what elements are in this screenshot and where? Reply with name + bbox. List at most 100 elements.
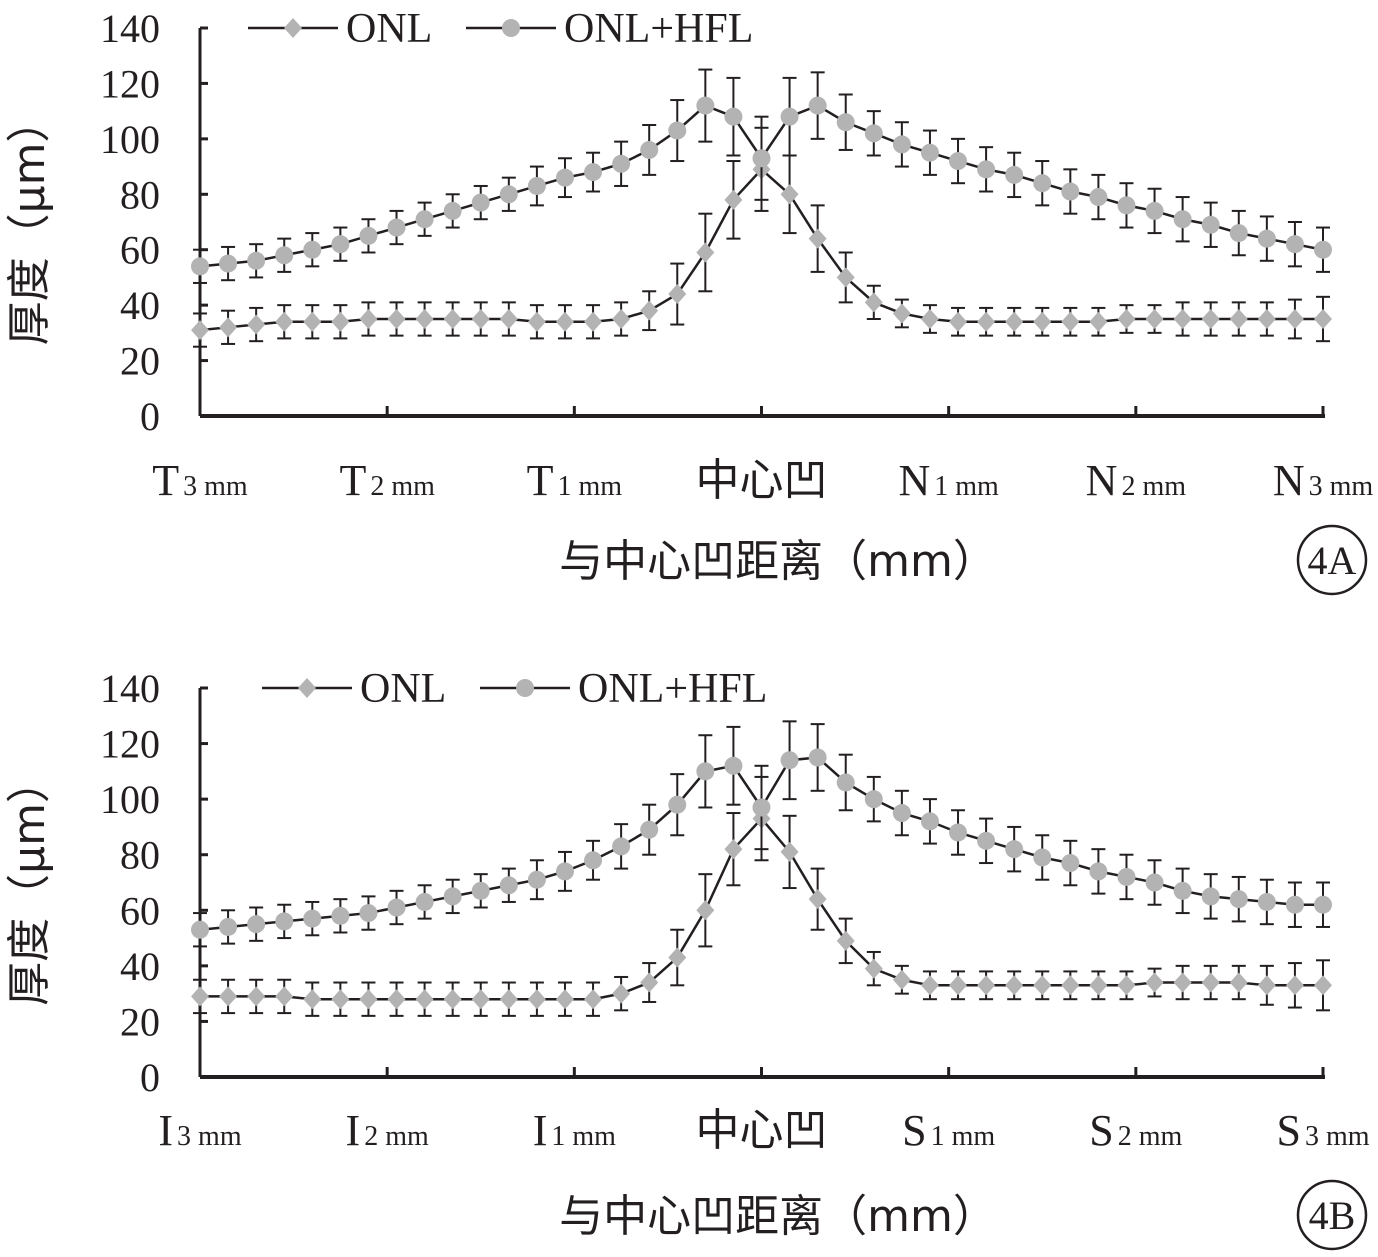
data-point-circle <box>1201 215 1220 234</box>
legend: ONL ONL+HFL <box>262 666 767 712</box>
y-tick-label: 140 <box>100 666 160 711</box>
data-point-diamond <box>359 989 378 1010</box>
data-point-diamond <box>275 986 294 1007</box>
data-point-circle <box>696 762 715 781</box>
y-tick-label: 100 <box>100 777 160 822</box>
panel-label: 4A <box>1308 538 1357 583</box>
data-point-circle <box>1117 867 1136 886</box>
data-point-circle <box>1257 229 1276 248</box>
y-tick-label: 120 <box>100 722 160 767</box>
data-point-diamond <box>331 311 350 332</box>
data-point-circle <box>555 168 574 187</box>
data-point-circle <box>219 254 238 273</box>
data-point-circle <box>443 887 462 906</box>
data-point-diamond <box>387 989 406 1010</box>
data-point-diamond <box>864 958 883 979</box>
data-point-diamond <box>1061 311 1080 332</box>
data-point-circle <box>359 226 378 245</box>
data-point-diamond <box>275 311 294 332</box>
data-point-diamond <box>808 228 827 249</box>
chart-panel-4B: 0 20 40 60 80 100 120 140 I 3 mm I 2 mm I 1 mm 中心凹 S 1 m… <box>4 666 1370 1251</box>
data-point-diamond <box>892 969 911 990</box>
panel-label-circle <box>1296 524 1368 596</box>
data-point-circle <box>555 862 574 881</box>
data-point-diamond <box>331 989 350 1010</box>
data-point-diamond <box>499 989 518 1010</box>
data-point-circle <box>1117 196 1136 215</box>
data-point-circle <box>612 154 631 173</box>
data-point-diamond <box>696 900 715 921</box>
data-point-diamond <box>696 242 715 263</box>
x-category-label: 中心凹 <box>696 455 828 506</box>
data-point-circle <box>443 201 462 220</box>
data-point-circle <box>1173 210 1192 229</box>
data-point-diamond <box>1314 975 1332 996</box>
data-point-circle <box>387 898 406 917</box>
data-point-circle <box>1005 165 1024 184</box>
data-point-circle <box>527 870 546 889</box>
data-point-diamond <box>219 317 238 338</box>
data-point-circle <box>864 790 883 809</box>
data-point-circle <box>892 135 911 154</box>
data-point-diamond <box>1033 311 1052 332</box>
data-point-diamond <box>977 311 996 332</box>
legend-label: ONL <box>360 666 446 712</box>
data-point-circle <box>1145 201 1164 220</box>
data-point-diamond <box>1201 309 1220 329</box>
data-point-circle <box>977 160 996 179</box>
data-point-circle <box>1033 848 1052 867</box>
data-point-circle <box>359 904 378 923</box>
data-point-diamond <box>1229 309 1248 329</box>
y-tick-label: 0 <box>140 1055 160 1100</box>
data-point-circle <box>836 773 855 792</box>
data-point-diamond <box>303 311 322 332</box>
data-point-circle <box>331 906 350 925</box>
data-point-diamond <box>443 989 462 1010</box>
y-tick-label: 60 <box>120 228 160 273</box>
data-point-circle <box>1285 235 1304 254</box>
panel-label: 4B <box>1309 1193 1356 1238</box>
data-point-circle <box>471 193 490 212</box>
data-point-circle <box>780 751 799 770</box>
data-point-diamond <box>1257 975 1276 996</box>
data-point-diamond <box>527 311 546 332</box>
data-point-circle <box>949 823 968 842</box>
data-point-circle <box>1285 895 1304 914</box>
data-point-circle <box>752 149 771 168</box>
data-point-circle <box>1005 840 1024 859</box>
legend-marker-diamond <box>298 678 316 698</box>
data-point-circle <box>836 113 855 132</box>
data-point-circle <box>640 140 659 159</box>
data-point-circle <box>303 909 322 928</box>
data-point-diamond <box>640 972 659 993</box>
data-point-circle <box>612 837 631 856</box>
data-point-diamond <box>387 309 406 329</box>
data-point-circle <box>1061 854 1080 873</box>
legend-label: ONL+HFL <box>564 6 753 52</box>
data-point-diamond <box>1145 309 1164 329</box>
data-point-diamond <box>527 989 546 1010</box>
series-onl-hfl <box>191 720 1332 948</box>
data-point-circle <box>303 240 322 259</box>
data-point-circle <box>1314 240 1332 259</box>
data-point-circle <box>275 246 294 265</box>
data-point-circle <box>499 876 518 895</box>
data-point-circle <box>219 917 238 936</box>
data-point-diamond <box>892 303 911 324</box>
data-point-diamond <box>584 989 603 1010</box>
data-point-diamond <box>555 311 574 332</box>
data-point-diamond <box>1005 975 1024 996</box>
data-point-diamond <box>724 189 743 210</box>
y-tick-label: 80 <box>120 172 160 217</box>
data-point-diamond <box>612 309 631 329</box>
data-point-diamond <box>949 975 968 996</box>
data-point-diamond <box>555 989 574 1010</box>
data-point-circle <box>191 257 209 276</box>
data-point-diamond <box>780 841 799 862</box>
data-point-circle <box>1229 890 1248 909</box>
